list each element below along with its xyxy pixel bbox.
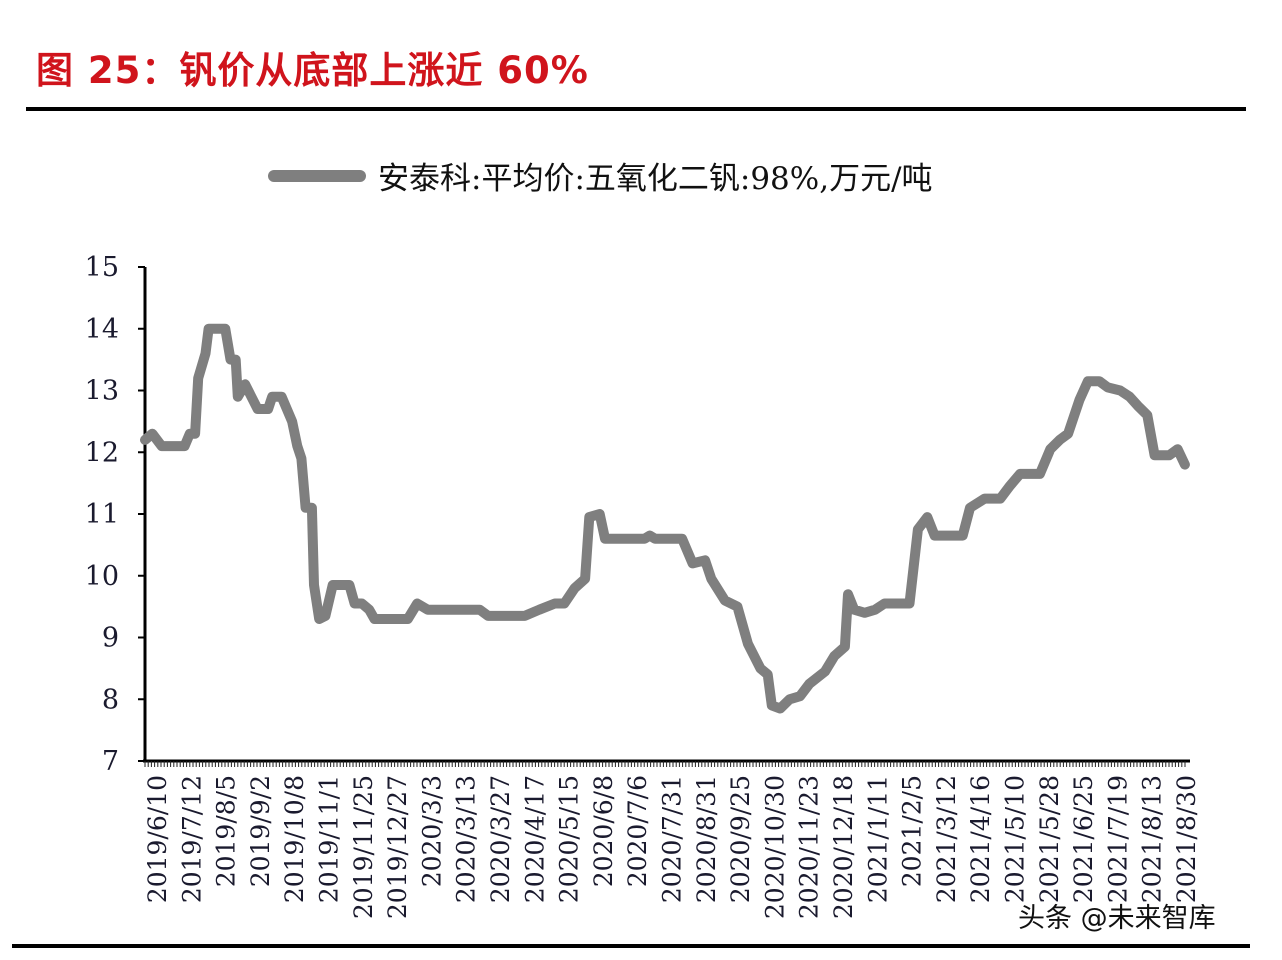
y-tick-label: 10: [85, 561, 119, 592]
x-tick-label: 2021/1/11: [863, 775, 892, 903]
x-tick-label: 2021/8/13: [1138, 775, 1167, 903]
y-axis: 7 8 9 10 11 12 13 14 15: [85, 252, 147, 777]
x-tick-label: 2019/9/2: [246, 775, 275, 887]
x-tick-label: 2021/4/16: [966, 775, 995, 903]
x-tick-label: 2020/3/27: [486, 775, 515, 903]
x-tick-label: 2020/5/15: [555, 775, 584, 903]
x-tick-label: 2020/4/17: [520, 775, 549, 903]
x-tick-label: 2021/7/19: [1103, 775, 1132, 903]
plot-area: [140, 323, 1190, 714]
x-tick-label: 2020/7/6: [623, 775, 652, 887]
x-tick-label: 2019/7/12: [177, 775, 206, 903]
y-tick-label: 8: [102, 684, 119, 715]
x-tick-label: 2021/2/5: [898, 775, 927, 887]
x-tick-label: 2020/8/31: [692, 775, 721, 903]
watermark-text: 头条 @未来智库: [1018, 903, 1216, 934]
bottom-rule-divider: [12, 944, 1250, 948]
y-tick-label: 14: [85, 314, 119, 345]
legend-label: 安泰科:平均价:五氧化二钒:98%,万元/吨: [378, 161, 933, 197]
x-tick-label: 2021/6/25: [1069, 775, 1098, 903]
x-tick-label: 2020/7/31: [658, 775, 687, 903]
x-tick-label: 2021/3/12: [932, 775, 961, 903]
x-tick-label: 2021/5/10: [1001, 775, 1030, 903]
x-axis: 2019/6/10 2019/7/12 2019/8/5 2019/9/2 2019/1…: [143, 759, 1201, 919]
y-tick-label: 15: [85, 252, 119, 283]
legend-line-swatch: [268, 169, 366, 182]
y-tick-label: 12: [85, 437, 119, 468]
y-tick-label: 7: [102, 746, 119, 777]
chart-legend: 安泰科:平均价:五氧化二钒:98%,万元/吨: [268, 153, 933, 198]
x-tick-label: 2019/11/25: [349, 775, 378, 919]
x-tick-label: 2021/5/28: [1035, 775, 1064, 903]
x-tick-label: 2019/6/10: [143, 775, 172, 903]
y-tick-label: 11: [85, 499, 119, 530]
x-tick-label: 2019/10/8: [280, 775, 309, 903]
figure-title: 图 25：钒价从底部上涨近 60%: [36, 49, 589, 92]
x-tick-label: 2020/3/13: [452, 775, 481, 903]
top-rule-divider: [26, 107, 1246, 111]
x-tick-label: 2020/3/3: [417, 775, 446, 887]
y-tick-label: 9: [102, 623, 119, 654]
x-tick-label: 2019/11/1: [315, 775, 344, 903]
x-tick-label: 2020/10/30: [760, 775, 789, 919]
x-tick-label: 2020/11/23: [795, 775, 824, 919]
x-tick-label: 2019/8/5: [212, 775, 241, 887]
price-line-series: [140, 323, 1190, 714]
y-tick-label: 13: [85, 376, 119, 407]
x-tick-label: 2021/8/30: [1172, 775, 1201, 903]
x-tick-label: 2019/12/27: [383, 775, 412, 919]
x-tick-label: 2020/9/25: [726, 775, 755, 903]
x-tick-label: 2020/6/8: [589, 775, 618, 887]
x-tick-label: 2020/12/18: [829, 775, 858, 919]
